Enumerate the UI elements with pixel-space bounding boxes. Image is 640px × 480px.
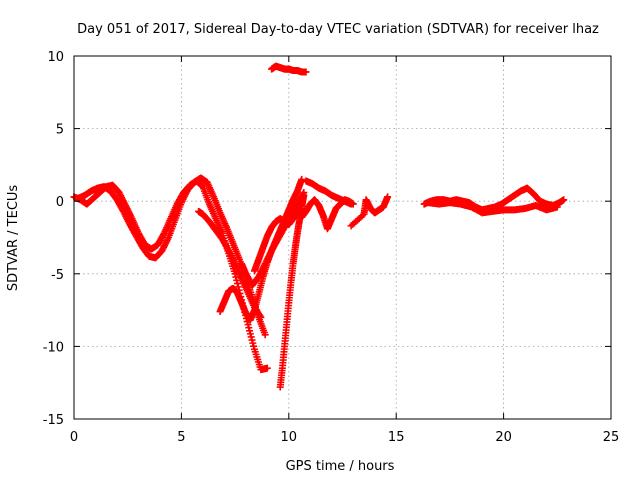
plot-frame [73,55,612,420]
x-tick-label: 0 [70,430,78,445]
y-tick-label: -15 [43,413,64,428]
data-point [302,68,310,76]
y-tick-label: -10 [43,340,64,355]
y-axis-title: SDTVAR / TECUs [6,185,21,292]
x-axis-title: GPS time / hours [286,459,395,474]
data-point [347,200,355,208]
series-track-b [74,174,269,339]
data-point [298,175,306,183]
data-point [234,280,242,288]
series-track-i [302,177,355,208]
data-points [70,62,568,391]
data-point [553,203,561,211]
grid [74,56,611,419]
y-tick-label: 5 [56,123,64,138]
data-point [300,191,308,199]
series-track-k [347,193,392,230]
x-tick-label: 25 [603,430,620,445]
chart-title: Day 051 of 2017, Sidereal Day-to-day VTE… [77,22,599,37]
data-point [263,364,271,372]
data-point [257,313,265,321]
x-tick-label: 10 [281,430,298,445]
data-point [234,283,242,291]
series-track-m [424,199,561,217]
series-track-j [268,62,310,76]
y-tick-label: 10 [47,50,64,65]
series-track-g [276,191,308,391]
x-tick-label: 5 [177,430,185,445]
series-track-c [195,207,265,321]
axis-ticks: 0 5 10 15 20 25 -15 -10 -5 0 5 10 [43,50,620,445]
y-tick-label: 0 [56,195,64,210]
x-tick-label: 15 [388,430,405,445]
x-tick-label: 20 [495,430,512,445]
data-point [384,193,392,201]
data-point [256,312,264,320]
data-point [261,331,269,339]
data-point [560,196,568,204]
y-tick-label: -5 [51,268,64,283]
